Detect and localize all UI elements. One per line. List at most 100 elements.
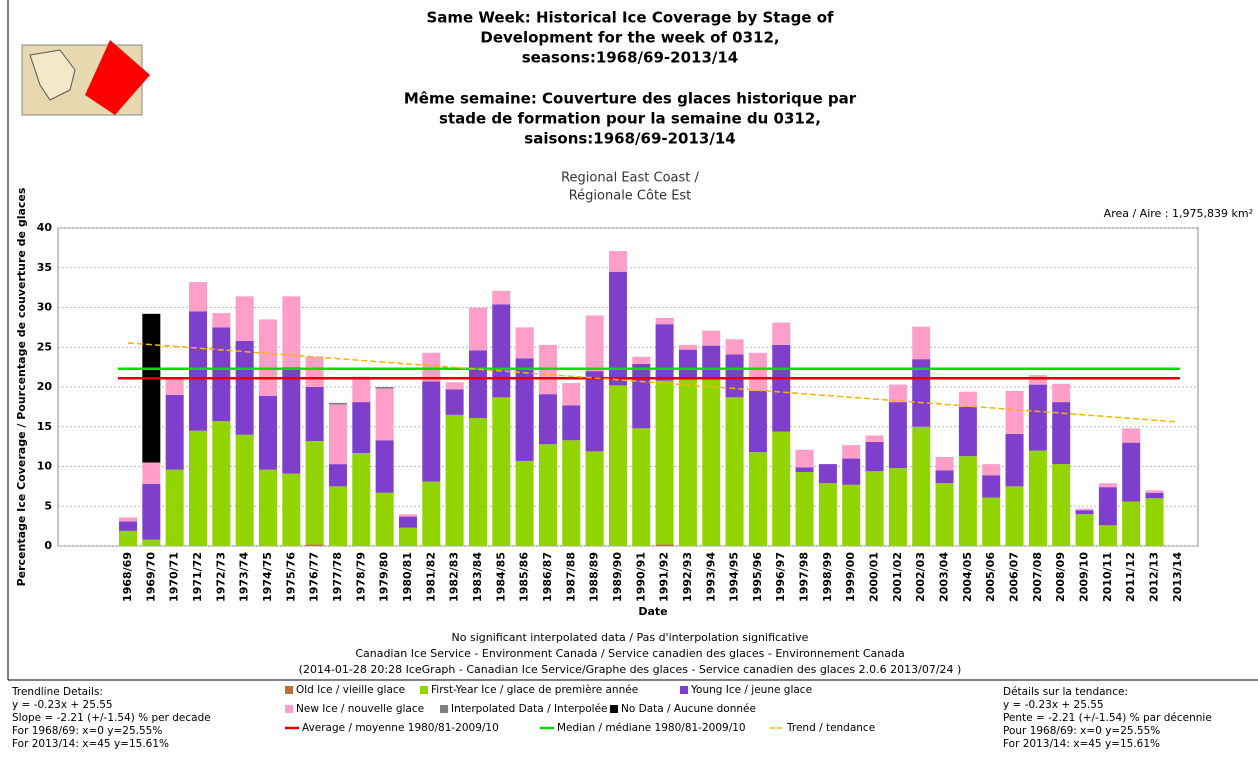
bar-segment [982,464,1001,476]
x-tick-label: 1985/86 [518,552,531,602]
legend-label: Trend / tendance [786,722,875,734]
x-tick-label: 1976/77 [308,552,321,602]
bar-segment [958,391,977,407]
y-tick-label: 10 [37,460,53,473]
x-tick-label: 1994/95 [728,552,741,602]
bar-segment [702,345,721,380]
bar-segment [1028,450,1047,546]
x-tick-label: 1997/98 [798,552,811,602]
bar-segment [375,388,394,441]
bar-segment [865,471,884,546]
bar-segment [935,483,954,546]
bar-segment [375,387,394,389]
bar-segment [1075,508,1094,511]
legend-label: Young Ice / jeune glace [690,684,812,696]
x-tick-label: 2005/06 [984,552,997,602]
bar-segment [982,497,1001,546]
trend-details: For 2013/14: x=45 y=15.61% [1003,738,1160,750]
bar-segment [725,339,744,355]
legend-label: Old Ice / vieille glace [296,684,405,696]
footer: No significant interpolated data / Pas d… [452,631,809,644]
bar-segment [235,296,254,341]
x-tick-label: 2008/09 [1054,552,1067,602]
bar-segment [912,359,931,427]
y-axis-title: Percentage Ice Coverage / Pourcentage de… [15,187,28,586]
bar-segment [958,406,977,457]
x-tick-label: 1982/83 [448,552,461,602]
bar-segment [585,371,604,452]
x-tick-label: 1975/76 [284,552,297,602]
bar-segment [1075,510,1094,515]
bar-segment [398,516,417,528]
x-tick-label: 2010/11 [1101,552,1114,602]
x-tick-label: 2001/02 [891,552,904,602]
bar-segment [235,340,254,435]
bar-segment [445,389,464,415]
x-tick-label: 1968/69 [121,552,134,602]
bar-segment [678,379,697,546]
bar-segment [352,402,371,453]
legend-label: Interpolated Data / Interpolée [451,703,608,715]
bar-segment [748,390,767,453]
x-tick-label: 1971/72 [191,552,204,602]
y-tick-label: 35 [37,261,52,274]
bar-segment [1098,483,1117,488]
bar-segment [142,483,161,540]
bar-segment [842,458,861,485]
bar-segment [468,307,487,351]
x-tick-label: 1987/88 [564,552,577,602]
bar-segment [188,282,207,312]
legend-swatch [285,705,293,713]
bar-segment [818,483,837,546]
x-tick-label: 1990/91 [634,552,647,602]
legend-label: Median / médiane 1980/81-2009/10 [557,722,746,734]
y-tick-label: 5 [44,499,52,512]
bar-segment [422,352,441,382]
bar-segment [282,473,301,546]
bar-segment [422,381,441,482]
bar-segment [1122,442,1141,502]
bar-segment [935,456,954,471]
x-tick-label: 2002/03 [914,552,927,602]
bar-segment [982,475,1001,498]
trend-details: For 1968/69: x=0 y=25.55% [12,725,162,737]
x-tick-label: 2006/07 [1008,552,1021,602]
x-tick-label: 1973/74 [238,552,251,602]
bar-segment [678,349,697,380]
bar-segment [912,426,931,546]
bar-segment [1052,464,1071,546]
region-map [21,40,150,116]
trend-details: Slope = -2.21 (+/-1.54) % per decade [12,712,211,724]
legend-swatch [420,686,428,694]
y-tick-label: 30 [37,301,53,314]
bar-segment [842,484,861,546]
x-tick-label: 2012/13 [1148,552,1161,602]
trend-details: y = -0.23x + 25.55 [12,699,113,711]
trend-details: Détails sur la tendance: [1003,686,1128,698]
x-tick-label: 1999/00 [844,552,857,602]
legend-label: First-Year Ice / glace de première année [431,684,638,696]
x-tick-label: 1969/70 [144,552,157,602]
bar-segment [515,358,534,461]
bar-segment [328,464,347,487]
bar-segment [888,384,907,403]
subtitle: Régionale Côte Est [569,189,692,204]
x-tick-label: 1995/96 [751,552,764,602]
bar-segment [422,481,441,546]
title-line: seasons:1968/69-2013/14 [522,49,739,67]
bar-segment [562,405,581,441]
area: Area / Aire : 1,975,839 km² [1104,207,1253,220]
bar-segment [585,451,604,546]
x-tick-label: 1988/89 [588,552,601,602]
bar-segment [445,414,464,546]
bar-segment [305,356,324,387]
bar-segment [1028,375,1047,385]
bar-segment [538,444,557,546]
bar-segment [608,271,627,386]
x-tick-label: 1986/87 [541,552,554,602]
y-tick-label: 25 [37,340,52,353]
legend-label: No Data / Aucune donnée [621,703,756,715]
y-tick-label: 20 [37,380,53,393]
bar-segment [515,327,534,359]
